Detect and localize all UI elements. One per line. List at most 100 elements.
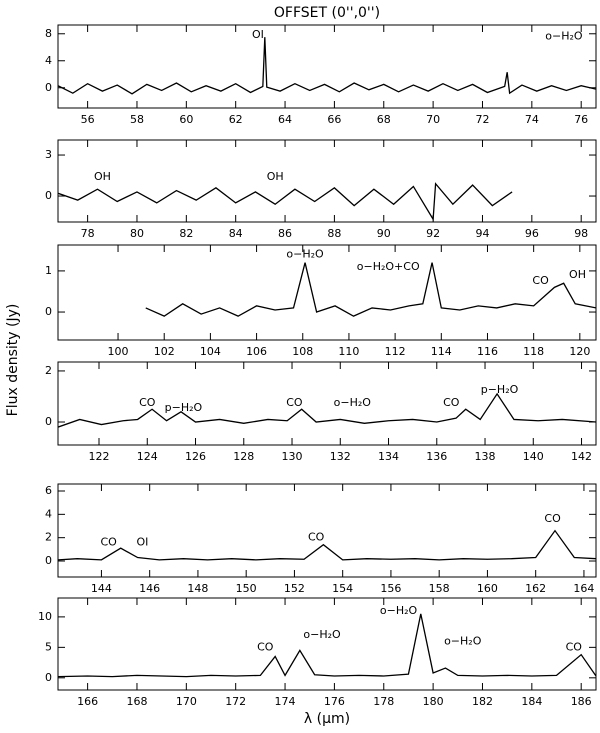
x-tick-label: 148 [187,582,208,595]
x-tick-label: 158 [429,582,450,595]
line-annotation: OH [267,170,284,183]
x-tick-label: 92 [426,227,440,240]
x-tick-label: 82 [179,227,193,240]
x-tick-label: 120 [569,345,590,358]
x-tick-label: 172 [225,695,246,708]
x-tick-label: 106 [246,345,267,358]
line-annotation: o−H₂O+CO [357,260,420,273]
y-tick-label: 4 [45,54,52,67]
line-annotation: CO [257,640,274,653]
y-axis-label: Flux density (Jy) [5,304,21,417]
spectrum-line [58,529,596,561]
x-tick-label: 68 [377,113,391,126]
x-tick-label: 124 [137,450,158,463]
spectrum-line [58,392,596,428]
x-tick-label: 88 [327,227,341,240]
x-tick-label: 150 [236,582,257,595]
x-tick-label: 84 [229,227,243,240]
panel-frame [57,24,597,109]
chart-title: OFFSET (0'',0'') [274,5,380,21]
x-tick-label: 116 [477,345,498,358]
x-tick-label: 142 [571,450,592,463]
x-tick-label: 62 [229,113,243,126]
line-annotation: OH [569,268,586,281]
x-tick-label: 102 [154,345,175,358]
x-tick-label: 156 [380,582,401,595]
spectrum-line [58,182,513,222]
y-tick-label: 5 [45,640,52,653]
x-tick-label: 144 [91,582,112,595]
line-annotation: CO [308,531,325,544]
x-tick-label: 80 [130,227,144,240]
x-tick-label: 70 [426,113,440,126]
y-tick-label: 2 [45,364,52,377]
x-tick-label: 138 [475,450,496,463]
line-annotation: o−H₂O [444,634,482,647]
line-annotation: o−H₂O [334,396,372,409]
x-tick-label: 90 [377,227,391,240]
x-tick-label: 136 [426,450,447,463]
panel-frame [57,244,597,341]
x-tick-label: 104 [200,345,221,358]
line-annotation: p−H₂O [481,383,519,396]
x-tick-label: 130 [282,450,303,463]
x-tick-label: 168 [126,695,147,708]
x-tick-label: 140 [523,450,544,463]
panel-frame [57,361,597,446]
x-tick-label: 178 [373,695,394,708]
x-tick-label: 108 [292,345,313,358]
x-tick-label: 58 [130,113,144,126]
x-tick-label: 180 [423,695,444,708]
y-tick-label: 8 [45,27,52,40]
x-tick-label: 152 [284,582,305,595]
line-annotation: OI [136,535,148,548]
x-tick-label: 132 [330,450,351,463]
panel-frame [57,139,597,223]
spectrum-line [58,37,596,95]
x-tick-label: 100 [108,345,129,358]
line-annotation: OH [94,170,111,183]
line-annotation: OI [252,28,264,41]
x-tick-label: 60 [179,113,193,126]
x-tick-label: 112 [385,345,406,358]
spectrum-line [58,613,596,678]
x-tick-label: 96 [525,227,539,240]
line-annotation: o−H₂O [545,29,583,42]
y-tick-label: 0 [45,189,52,202]
x-tick-label: 66 [327,113,341,126]
x-tick-label: 118 [523,345,544,358]
x-tick-label: 186 [571,695,592,708]
y-tick-label: 0 [45,305,52,318]
x-tick-label: 160 [477,582,498,595]
x-tick-label: 174 [275,695,296,708]
y-tick-label: 2 [45,531,52,544]
x-tick-label: 122 [89,450,110,463]
x-tick-label: 166 [77,695,98,708]
line-annotation: CO [566,640,583,653]
x-tick-label: 98 [574,227,588,240]
y-tick-label: 0 [45,554,52,567]
x-tick-label: 110 [338,345,359,358]
line-annotation: CO [286,396,303,409]
panel-frame [57,483,597,578]
x-tick-label: 146 [139,582,160,595]
line-annotation: o−H₂O [303,628,341,641]
y-tick-label: 6 [45,484,52,497]
y-tick-label: 0 [45,415,52,428]
x-tick-label: 164 [573,582,594,595]
line-annotation: p−H₂O [165,401,203,414]
x-tick-label: 134 [378,450,399,463]
x-axis-label: λ (μm) [304,711,350,727]
x-tick-label: 94 [475,227,489,240]
y-tick-label: 0 [45,671,52,684]
x-tick-label: 64 [278,113,292,126]
x-tick-label: 170 [176,695,197,708]
x-tick-label: 86 [278,227,292,240]
line-annotation: CO [532,274,549,287]
x-tick-label: 72 [475,113,489,126]
line-annotation: o−H₂O [286,247,324,260]
y-tick-label: 3 [45,148,52,161]
line-annotation: CO [139,396,156,409]
x-tick-label: 162 [525,582,546,595]
